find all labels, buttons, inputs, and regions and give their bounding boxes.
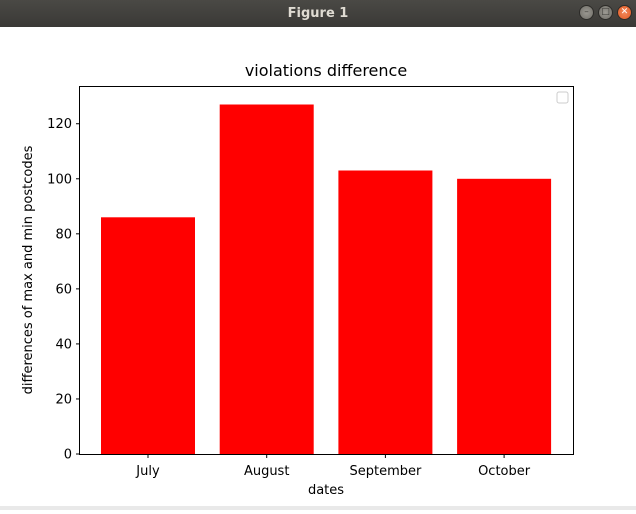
x-tick-label: September [349, 464, 422, 479]
y-tick-label: 60 [55, 282, 72, 297]
x-axis-label: dates [308, 483, 344, 498]
y-tick-label: 120 [47, 117, 72, 132]
bar-september [338, 170, 433, 454]
x-tick-label: July [135, 464, 160, 479]
y-axis: 0 20 40 60 80 100 120 [47, 117, 80, 463]
window-title: Figure 1 [287, 6, 349, 21]
bars-group [101, 104, 552, 455]
y-tick-label: 100 [47, 172, 72, 187]
bar-august [219, 104, 314, 454]
x-tick-label: August [244, 464, 290, 479]
window-titlebar[interactable]: Figure 1 – □ ✕ [0, 0, 636, 27]
y-axis-label: differences of max and min postcodes [21, 145, 36, 394]
plot-frame [79, 86, 574, 455]
bar-july [101, 217, 195, 454]
maximize-icon[interactable]: □ [598, 5, 613, 20]
y-tick-label: 20 [55, 392, 72, 407]
bar-chart: violations difference 0 20 40 60 80 100 120 Ju… [21, 61, 574, 498]
y-tick-label: 40 [55, 337, 72, 352]
bar-october [457, 178, 552, 455]
minimize-icon[interactable]: – [579, 5, 594, 20]
window-bottom-edge [0, 506, 636, 510]
x-tick-label: October [478, 464, 531, 479]
x-axis: July August September October [135, 454, 531, 479]
legend-box [556, 91, 569, 104]
close-icon[interactable]: ✕ [617, 5, 632, 20]
figure-canvas: violations difference 0 20 40 60 80 100 120 Ju… [0, 27, 636, 510]
y-tick-label: 0 [64, 448, 72, 463]
y-tick-label: 80 [55, 227, 72, 242]
chart-title: violations difference [245, 61, 407, 80]
window-controls: – □ ✕ [579, 5, 632, 20]
